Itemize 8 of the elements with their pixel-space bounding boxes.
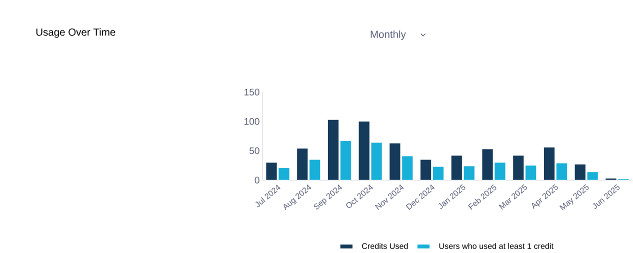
legend-label: Credits Used: [362, 243, 408, 249]
text: Monthly: [370, 30, 406, 40]
y-tick-label: 0: [254, 176, 260, 184]
y-tick-label: 50: [250, 147, 260, 154]
text: Usage Over Time: [36, 28, 116, 38]
legend-label: Users who used at least 1 credit: [439, 243, 554, 249]
y-tick-label: 100: [244, 118, 260, 125]
y-tick-label: 150: [244, 88, 260, 96]
